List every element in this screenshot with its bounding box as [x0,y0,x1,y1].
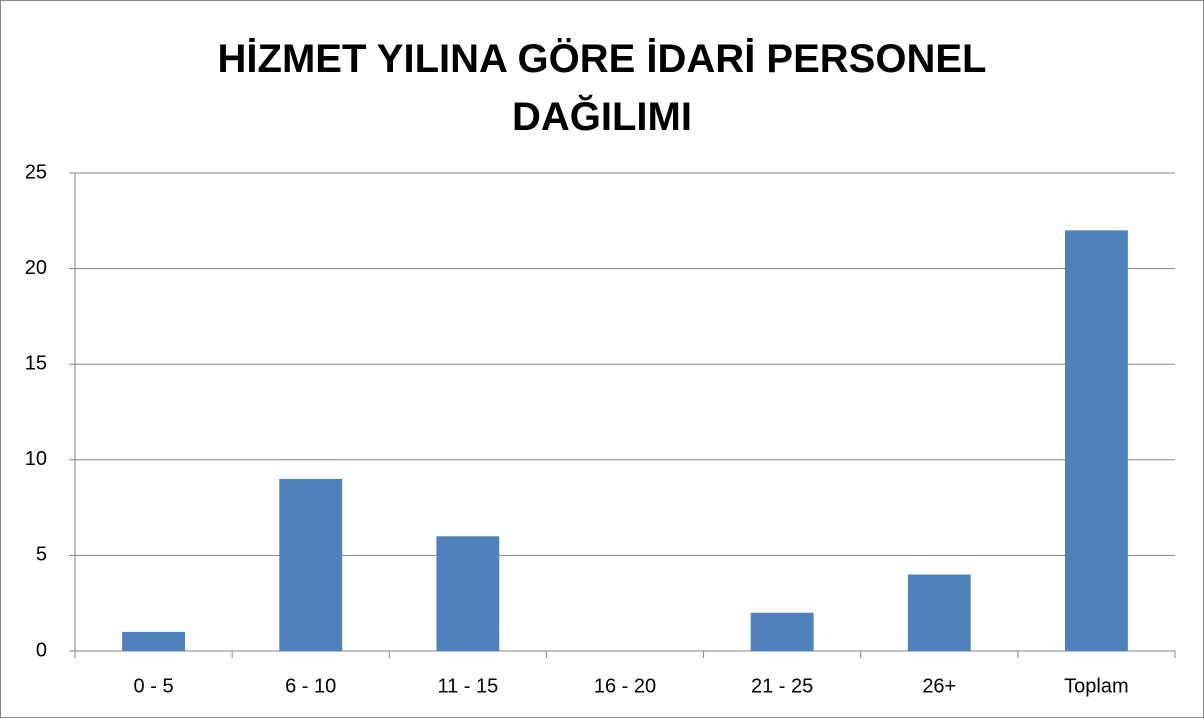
bar [122,631,185,651]
x-tick-label: 26+ [922,675,956,697]
x-tick-label: 21 - 25 [751,675,813,697]
bar [907,574,971,651]
bar [1065,230,1128,652]
x-tick-label: 0 - 5 [134,675,174,697]
x-tick-label: Toplam [1064,675,1128,697]
y-tick-label: 0 [36,639,47,661]
y-tick-label: 20 [25,257,47,279]
y-tick-label: 25 [25,161,47,183]
y-tick-label: 15 [25,352,47,374]
y-tick-label: 10 [25,448,47,470]
bar [750,612,814,651]
bar [279,478,343,651]
x-tick-label: 6 - 10 [285,675,336,697]
y-tick-label: 5 [36,544,47,566]
chart-title: HİZMET YILINA GÖRE İDARİ PERSONEL DAĞILI… [217,37,987,139]
bar [436,536,500,651]
x-tick-label: 16 - 20 [594,675,656,697]
x-tick-label: 11 - 15 [437,675,498,697]
